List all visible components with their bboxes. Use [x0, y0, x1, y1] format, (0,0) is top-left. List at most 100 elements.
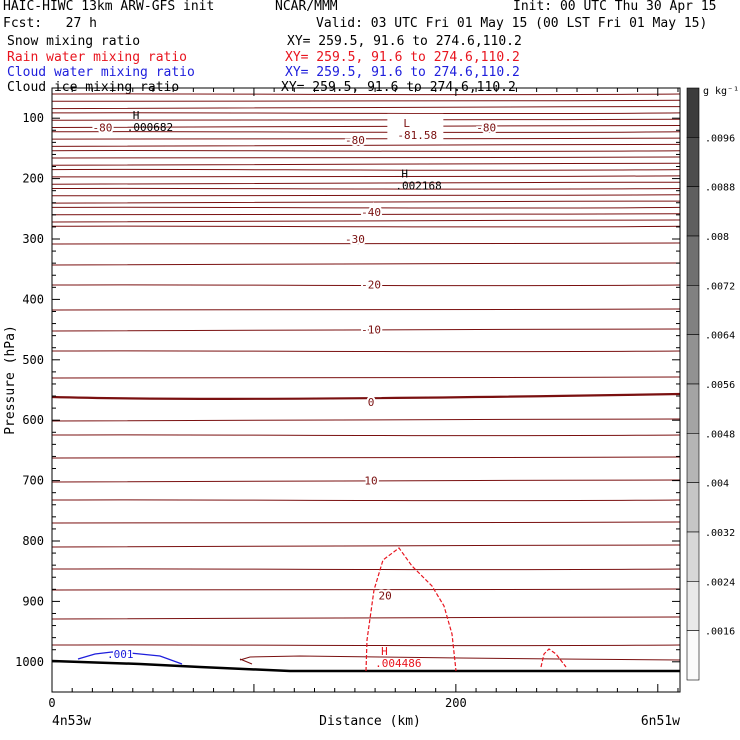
colorbar-tick-label: .008	[705, 232, 729, 243]
y-tick-label: 900	[22, 594, 44, 608]
y-tick-label: 200	[22, 172, 44, 186]
contour-label: -30	[345, 233, 365, 246]
extremum-value: -81.58	[397, 129, 437, 142]
colorbar-swatch	[686, 137, 700, 187]
colorbar-swatch	[686, 87, 700, 138]
isotherm-line	[51, 194, 681, 197]
isotherm-line	[51, 284, 681, 287]
colorbar-tick-label: .0016	[705, 627, 735, 638]
colorbar-tick-label: .0056	[705, 380, 735, 391]
extremum-symbol: L	[403, 117, 410, 130]
temperature-contours	[51, 93, 681, 665]
isotherm-line	[51, 131, 681, 134]
contour-labels: -80 -80 -80 -40 -30 -20 -10 0 10 20	[91, 119, 499, 604]
contour-label: -40	[361, 206, 381, 219]
y-tick-label: 300	[22, 232, 44, 246]
isotherm-line	[51, 112, 681, 115]
isotherm-line	[51, 262, 681, 266]
colorbar-tick-label: .0064	[705, 331, 735, 342]
isotherm-line	[51, 213, 681, 216]
isotherm-line	[51, 99, 681, 102]
isotherm-line	[51, 206, 681, 209]
contour-label: 0	[368, 396, 375, 409]
extremum-symbol: H	[133, 109, 140, 122]
y-tick-label: 500	[22, 353, 44, 367]
colorbar-swatch	[686, 285, 700, 335]
y-axis-title: Pressure (hPa)	[3, 325, 18, 435]
contour-label: -80	[476, 121, 496, 134]
isotherm-line	[51, 181, 681, 185]
isotherm-line	[239, 658, 253, 665]
isotherm-line	[51, 499, 681, 502]
colorbar-units: g kg⁻¹	[703, 86, 739, 97]
colorbar-swatch	[686, 235, 700, 286]
x-tick-label: 0	[48, 696, 55, 710]
isotherm-line	[51, 219, 681, 223]
colorbar-tick-label: .0032	[705, 528, 735, 539]
isotherm-line	[51, 418, 681, 422]
plot-frame	[51, 87, 681, 693]
isotherm-line	[51, 588, 681, 591]
field-label-snow: Snow mixing ratio	[7, 34, 141, 49]
isotherm-line	[51, 242, 681, 245]
contour-label: -80	[93, 121, 113, 134]
colorbar-swatch	[686, 581, 700, 631]
isotherm-line	[51, 137, 681, 140]
isotherm-line	[51, 106, 681, 110]
isotherm-line	[51, 125, 681, 129]
extremum-symbol: H	[381, 645, 388, 658]
colorbar-tick-label: .0088	[705, 183, 735, 194]
isotherm-line	[51, 434, 681, 437]
colorbar-tick-label: .0072	[705, 281, 735, 292]
colorbar-swatch	[686, 630, 700, 681]
isotherm-line	[51, 544, 681, 548]
init-time: Init: 00 UTC Thu 30 Apr 15	[513, 0, 717, 14]
rain-contours	[365, 547, 567, 672]
valid-time: Valid: 03 UTC Fri 01 May 15 (00 LST Fri …	[316, 16, 708, 31]
contour-label: -20	[361, 278, 381, 291]
y-tick-label: 800	[22, 534, 44, 548]
isotherm-line	[51, 175, 681, 178]
isotherm-zero-line	[51, 392, 681, 400]
contour-label: 10	[364, 475, 377, 488]
field-xy-snow: XY= 259.5, 91.6 to 274.6,110.2	[287, 34, 522, 49]
y-tick-label: 1000	[15, 655, 44, 669]
isotherm-line	[51, 308, 681, 311]
isotherm-line	[51, 156, 681, 159]
model-title: HAIC-HIWC 13km ARW-GFS init	[3, 0, 215, 14]
isotherm-line	[51, 350, 681, 353]
field-label-cloud-water: Cloud water mixing ratio	[7, 65, 195, 80]
left-endpoint-label: 4n53w	[52, 714, 91, 729]
y-tick-label: 100	[22, 111, 44, 125]
extremum-symbol: H	[401, 168, 408, 181]
isotherm-line	[51, 479, 681, 483]
colorbar-swatch	[686, 334, 700, 385]
x-tick-label: 200	[445, 696, 467, 710]
isotherm-line	[239, 655, 681, 661]
colorbar-tick-label: .0096	[705, 133, 735, 144]
colorbar-tick-label: .0048	[705, 429, 735, 440]
isotherm-line	[51, 376, 681, 379]
y-tick-label: 600	[22, 413, 44, 427]
isotherm-line	[51, 568, 681, 571]
isotherm-line	[51, 644, 681, 647]
isotherm-line	[51, 143, 681, 148]
y-tick-label: 400	[22, 292, 44, 306]
contour-label: -10	[361, 324, 381, 337]
colorbar-swatch	[686, 531, 700, 582]
terrain-surface	[51, 659, 680, 692]
extremum-bg	[387, 113, 444, 140]
colorbar-swatch	[686, 433, 700, 483]
isotherm-line	[51, 93, 681, 96]
x-axis-title: Distance (km)	[319, 714, 421, 729]
isotherm-line	[51, 328, 681, 332]
colorbar-swatch	[686, 186, 700, 237]
field-xy-rain: XY= 259.5, 91.6 to 274.6,110.2	[285, 50, 520, 65]
extremum-value: .000682	[127, 121, 173, 134]
colorbar: .0096 .0088 .008 .0072 .0064 .0056 .0048 .004 .0…	[686, 86, 739, 681]
colorbar-swatch	[686, 383, 700, 434]
org-label: NCAR/MMM	[275, 0, 338, 14]
extremum-value: .004486	[375, 657, 421, 670]
